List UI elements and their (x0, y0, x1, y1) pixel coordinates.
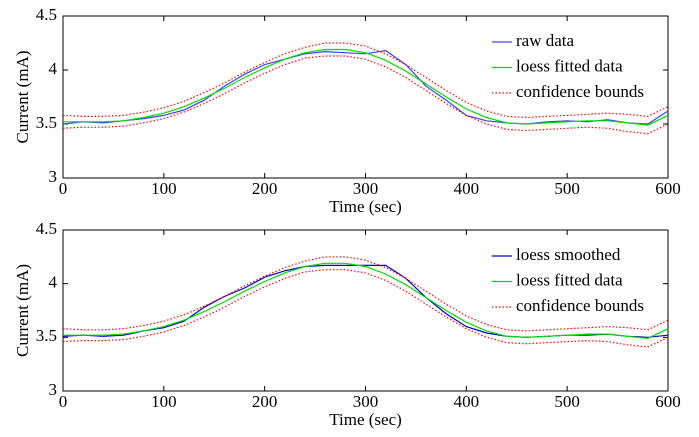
x-tick-label: 500 (554, 179, 580, 198)
x-axis-label: Time (sec) (329, 197, 402, 216)
plot-area (62, 229, 669, 392)
x-tick-label: 500 (554, 392, 580, 411)
x-tick-label: 200 (252, 392, 278, 411)
series-line (62, 55, 669, 135)
y-tick-label: 4 (49, 59, 58, 78)
y-tick-label: 3.5 (36, 326, 57, 345)
y-tick-label: 3 (49, 167, 58, 186)
x-axis-label: Time (sec) (329, 410, 402, 429)
x-tick-label: 300 (353, 392, 379, 411)
plot-area (62, 15, 669, 179)
legend-label: loess fitted data (516, 270, 623, 289)
x-tick-label: 600 (655, 392, 681, 411)
series-line (62, 42, 669, 119)
x-tick-label: 600 (655, 179, 681, 198)
x-tick-label: 100 (151, 392, 177, 411)
series-line (63, 48, 669, 126)
series-line (62, 269, 669, 348)
legend-label: confidence bounds (516, 296, 644, 315)
x-tick-label: 0 (59, 179, 68, 198)
x-tick-label: 400 (454, 179, 480, 198)
legend-label: loess fitted data (516, 56, 623, 75)
series-line (63, 262, 669, 340)
series-line (62, 49, 669, 125)
x-tick-label: 0 (59, 392, 68, 411)
x-tick-label: 200 (252, 179, 278, 198)
x-tick-label: 300 (353, 179, 379, 198)
x-tick-label: 100 (151, 179, 177, 198)
y-axis-label: Current (mA) (13, 50, 32, 143)
y-tick-label: 3 (49, 380, 58, 399)
x-tick-label: 400 (454, 392, 480, 411)
y-axis-label: Current (mA) (13, 264, 32, 357)
legend-label: raw data (516, 31, 575, 50)
y-tick-label: 4.5 (36, 219, 57, 238)
y-tick-label: 4.5 (36, 5, 57, 24)
y-tick-label: 3.5 (36, 113, 57, 132)
y-tick-label: 4 (49, 273, 58, 292)
series-line (62, 256, 669, 332)
legend-label: confidence bounds (516, 82, 644, 101)
legend-label: loess smoothed (516, 245, 621, 264)
